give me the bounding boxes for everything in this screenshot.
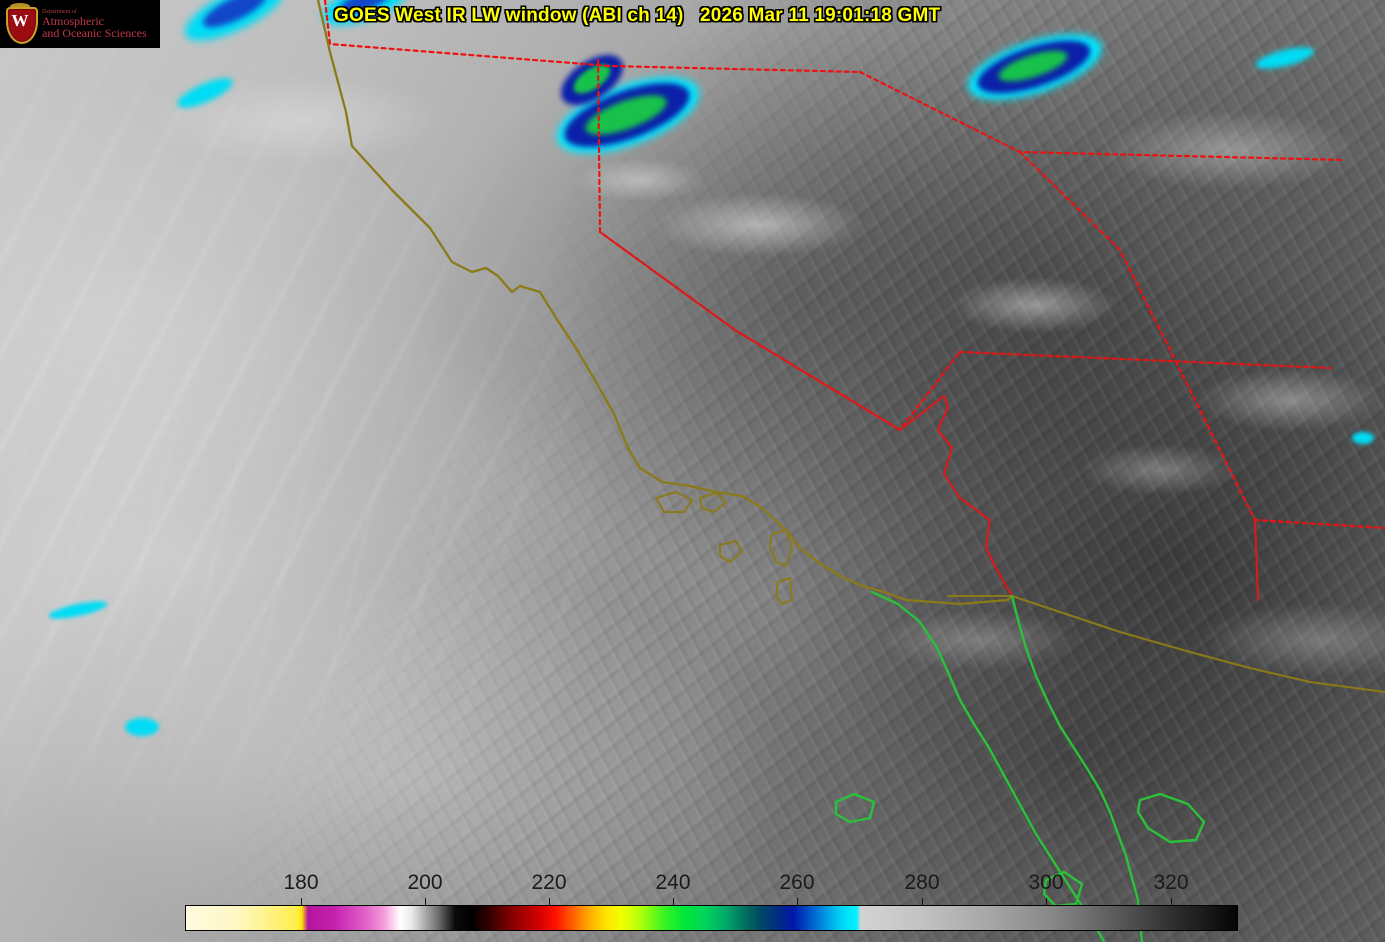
cold-cell-pacific-small — [125, 718, 159, 736]
colorbar-tick-label: 240 — [655, 871, 691, 894]
crest-crown — [10, 3, 30, 10]
logo-line-oceanic: and Oceanic Sciences — [42, 26, 147, 41]
temperature-colorbar — [185, 898, 1238, 931]
uw-crest-icon: W — [3, 3, 38, 45]
colorbar-tick — [1046, 898, 1047, 906]
colorbar-tick — [301, 898, 302, 906]
crest-letter: W — [11, 11, 29, 30]
colorbar-tick-label: 300 — [1028, 871, 1064, 894]
crest-shield — [6, 7, 38, 44]
colorbar-tick — [922, 898, 923, 906]
cold-cell-right-edge — [1352, 432, 1374, 444]
uw-madison-aos-logo: W Department of Atmospheric and Oceanic … — [0, 0, 160, 48]
cold-cloud-cluster-four-corners — [960, 20, 1110, 114]
logo-line-atmospheric: Atmospheric — [42, 13, 104, 28]
colorbar-tick — [797, 898, 798, 906]
colorbar-tick-label: 280 — [904, 871, 940, 894]
colorbar-tick-label: 320 — [1153, 871, 1189, 894]
colorbar-tick — [549, 898, 550, 906]
colorbar-tick-label: 260 — [779, 871, 815, 894]
page-title: GOES West IR LW window (ABI ch 14) 2026 … — [334, 5, 941, 26]
logo-line-department: Department of — [42, 8, 77, 15]
colorbar-tick — [1171, 898, 1172, 906]
colorbar-gradient — [185, 905, 1238, 931]
colorbar-tick-label: 200 — [407, 871, 443, 894]
cold-cloud-cluster-nevada — [545, 37, 710, 169]
colorbar-tick — [673, 898, 674, 906]
colorbar-tick-label: 220 — [531, 871, 567, 894]
colorbar-tick-label: 180 — [283, 871, 319, 894]
colorbar-tick — [425, 898, 426, 906]
logo-text-block: Department of Atmospheric and Oceanic Sc… — [42, 9, 147, 40]
